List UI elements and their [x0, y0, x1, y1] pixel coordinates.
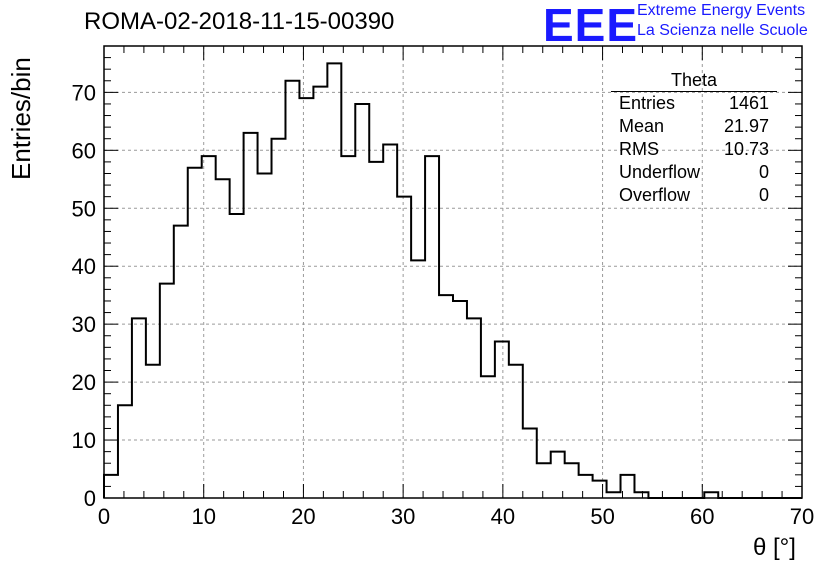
- logo-text-line2: La Scienza nelle Scuole: [637, 22, 808, 39]
- y-tick-label: 30: [72, 312, 96, 337]
- histogram-outline: [103, 62, 802, 499]
- y-tick-label: 40: [72, 254, 96, 279]
- eee-logo-mark: EEE: [543, 0, 639, 51]
- histogram-bin: [523, 428, 537, 498]
- x-tick-label: 0: [98, 504, 110, 529]
- stats-row-overflow: Overflow 0: [611, 184, 777, 207]
- histogram-bin: [327, 63, 341, 498]
- x-tick-label: 20: [291, 504, 315, 529]
- histogram-bin: [369, 162, 383, 498]
- histogram-bin: [383, 145, 397, 498]
- histogram-bin: [453, 301, 467, 498]
- histogram-bin: [230, 214, 244, 498]
- stats-value: 21.97: [723, 116, 769, 136]
- y-tick-label: 50: [72, 196, 96, 221]
- stats-label: Underflow: [619, 162, 701, 182]
- stats-label: RMS: [619, 139, 659, 159]
- histogram-bin: [634, 492, 648, 498]
- stats-row-underflow: Underflow 0: [611, 161, 777, 184]
- stats-row-mean: Mean 21.97: [611, 115, 777, 138]
- histogram-bin: [439, 295, 453, 498]
- x-tick-label: 50: [590, 504, 614, 529]
- stats-label: Mean: [619, 116, 665, 136]
- stats-label: Entries: [619, 93, 676, 113]
- histogram-bin: [565, 463, 579, 498]
- histogram-bin: [341, 156, 355, 498]
- logo-text-line1: Extreme Energy Events: [637, 2, 806, 19]
- x-tick-label: 30: [391, 504, 415, 529]
- stats-value: 0: [758, 162, 769, 182]
- histogram-bin: [299, 98, 313, 498]
- stats-row-entries: Entries 1461: [611, 92, 777, 115]
- stats-label: Overflow: [619, 185, 691, 205]
- histogram-bin: [397, 197, 411, 498]
- histogram-bin: [481, 376, 495, 498]
- histogram-bin: [202, 156, 216, 498]
- y-tick-label: 20: [72, 370, 96, 395]
- x-tick-label: 10: [191, 504, 215, 529]
- chart-title: ROMA-02-2018-11-15-00390: [84, 8, 395, 35]
- histogram-bin: [313, 87, 327, 498]
- histogram-bin: [579, 475, 593, 498]
- histogram-bin: [146, 365, 160, 498]
- plot-frame: [103, 45, 803, 499]
- x-tick-label: 70: [790, 504, 814, 529]
- histogram-bin: [272, 139, 286, 498]
- x-axis-label: θ [°]: [753, 534, 796, 561]
- histogram-bin: [216, 179, 230, 498]
- stats-value: 0: [758, 185, 769, 205]
- histogram-bin: [411, 260, 425, 498]
- stats-row-rms: RMS 10.73: [611, 138, 777, 161]
- histogram-bin: [118, 405, 132, 498]
- histogram-bin: [244, 133, 258, 498]
- stats-value: 1461: [728, 93, 769, 113]
- stats-title: Theta: [611, 70, 777, 92]
- histogram-bin: [593, 481, 607, 498]
- stats-value: 10.73: [723, 139, 769, 159]
- histogram-bin: [174, 226, 188, 498]
- y-tick-label: 10: [72, 428, 96, 453]
- histogram-bin: [258, 173, 272, 498]
- y-tick-label: 0: [84, 486, 96, 511]
- histogram-bin: [285, 81, 299, 498]
- histogram-bin: [132, 318, 146, 498]
- histogram-bin: [509, 365, 523, 498]
- histogram-bin: [188, 168, 202, 498]
- histogram-bin: [495, 342, 509, 498]
- x-tick-label: 40: [491, 504, 515, 529]
- histogram-bin: [607, 492, 621, 498]
- y-tick-label: 70: [72, 80, 96, 105]
- y-tick-label: 60: [72, 138, 96, 163]
- histogram-bin: [425, 156, 439, 498]
- histogram-bin: [537, 463, 551, 498]
- histogram-bin: [467, 318, 481, 498]
- histogram-bin: [355, 104, 369, 498]
- histogram-bin: [160, 284, 174, 498]
- stats-box: Theta Entries 1461 Mean 21.97 RMS 10.73 …: [611, 70, 777, 207]
- x-tick-label: 60: [690, 504, 714, 529]
- histogram-bin: [704, 492, 718, 498]
